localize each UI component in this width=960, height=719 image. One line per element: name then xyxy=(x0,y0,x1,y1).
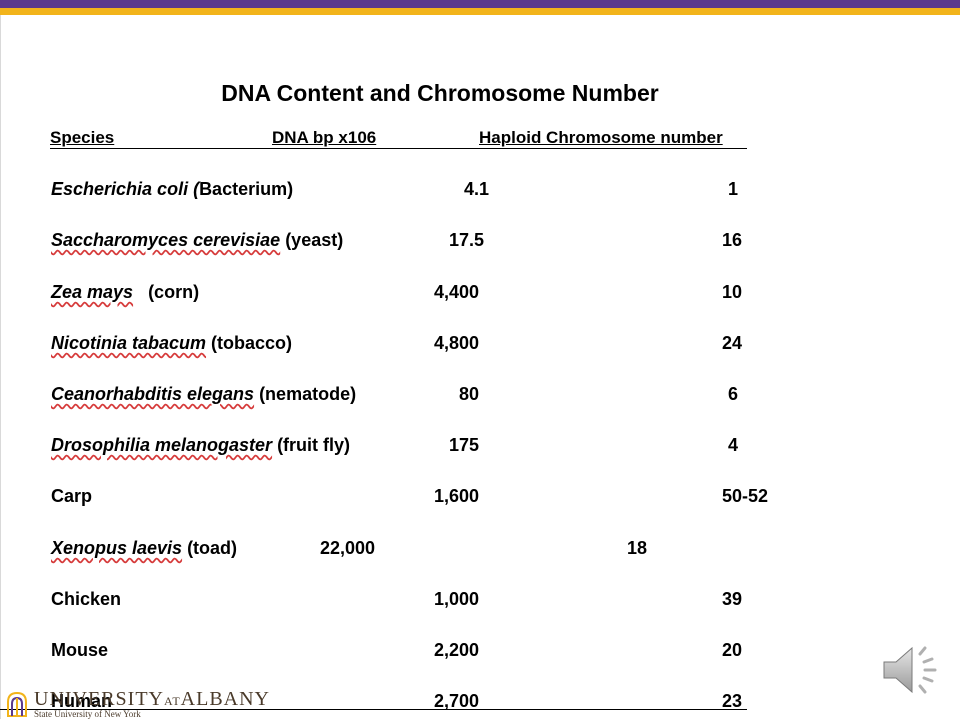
species-common: Carp xyxy=(51,486,93,506)
table-row: Drosophilia melanogaster (fruit fly) 175… xyxy=(0,435,960,461)
chromosome-cell: 1 xyxy=(728,179,739,199)
dna-cell: 4,400 xyxy=(434,282,480,302)
chromosome-cell: 20 xyxy=(722,640,743,660)
table-row: Human 2,700 23 xyxy=(0,691,960,717)
species-cell: Xenopus laevis (toad) xyxy=(51,538,237,559)
species-common: Bacterium) xyxy=(199,179,294,199)
university-subtitle: State University of New York xyxy=(34,709,141,719)
table-row: Chicken 1,000 39 xyxy=(0,589,960,615)
minerva-emblem-icon xyxy=(7,691,27,717)
species-cell: Saccharomyces cerevisiae (yeast) xyxy=(51,230,343,251)
top-gold-bar xyxy=(0,8,960,15)
species-common: (toad) xyxy=(182,538,238,558)
table-row: Carp 1,600 50-52 xyxy=(0,486,960,512)
species-latin: Xenopus laevis xyxy=(51,538,183,558)
species-latin: Zea mays xyxy=(51,282,134,302)
species-cell: Chicken xyxy=(51,589,121,610)
dna-cell: 17.5 xyxy=(449,230,485,250)
table-row: Mouse 2,200 20 xyxy=(0,640,960,666)
header-chromosomes: Haploid Chromosome number xyxy=(479,128,723,147)
dna-cell: 2,700 xyxy=(434,691,480,711)
species-cell: Ceanorhabditis elegans (nematode) xyxy=(51,384,356,405)
dna-cell: 4,800 xyxy=(434,333,480,353)
chromosome-cell: 50-52 xyxy=(722,486,769,506)
species-common: (corn) xyxy=(133,282,200,302)
species-cell: Nicotinia tabacum (tobacco) xyxy=(51,333,292,354)
species-cell: Drosophilia melanogaster (fruit fly) xyxy=(51,435,350,456)
species-cell: Escherichia coli (Bacterium) xyxy=(51,179,293,200)
university-logo: UNIVERSITYATALBANY State University of N… xyxy=(0,688,269,719)
species-common: Chicken xyxy=(51,589,122,609)
chromosome-cell: 16 xyxy=(722,230,743,250)
species-common: Human xyxy=(51,691,113,711)
species-latin: Drosophilia melanogaster xyxy=(51,435,273,455)
dna-cell: 1,000 xyxy=(434,589,480,609)
species-common: (fruit fly) xyxy=(272,435,351,455)
top-purple-bar xyxy=(0,0,960,8)
species-cell: Carp xyxy=(51,486,92,507)
table-row: Nicotinia tabacum (tobacco) 4,800 24 xyxy=(0,333,960,359)
species-latin: Escherichia coli ( xyxy=(51,179,200,199)
species-cell: Zea mays (corn) xyxy=(51,282,199,303)
table-row: Xenopus laevis (toad) 22,000 18 xyxy=(0,538,960,564)
header-dna: DNA bp x106 xyxy=(272,128,377,147)
header-underline xyxy=(50,148,747,149)
table-row: Escherichia coli (Bacterium) 4.1 1 xyxy=(0,179,960,205)
chromosome-cell: 4 xyxy=(728,435,739,455)
dna-cell: 80 xyxy=(459,384,480,404)
species-latin: Ceanorhabditis elegans xyxy=(51,384,255,404)
species-cell: Human xyxy=(51,691,112,712)
table-row: Ceanorhabditis elegans (nematode) 80 6 xyxy=(0,384,960,410)
header-species: Species xyxy=(50,128,115,147)
chromosome-cell: 23 xyxy=(722,691,743,711)
table-bottom-line xyxy=(0,709,747,710)
slide-title: DNA Content and Chromosome Number xyxy=(221,80,659,106)
university-name: UNIVERSITYATALBANY xyxy=(34,688,271,710)
species-common: (nematode) xyxy=(254,384,357,404)
chromosome-cell: 24 xyxy=(722,333,743,353)
table-row: Saccharomyces cerevisiae (yeast) 17.5 16 xyxy=(0,230,960,256)
slide-left-edge xyxy=(0,15,1,719)
species-common: (yeast) xyxy=(280,230,344,250)
species-cell: Mouse xyxy=(51,640,108,661)
chromosome-cell: 10 xyxy=(722,282,743,302)
chromosome-cell: 6 xyxy=(728,384,739,404)
species-common: (tobacco) xyxy=(206,333,293,353)
chromosome-cell: 18 xyxy=(627,538,648,558)
dna-cell: 4.1 xyxy=(464,179,490,199)
dna-cell: 22,000 xyxy=(320,538,376,558)
species-latin: Saccharomyces cerevisiae xyxy=(51,230,281,250)
dna-cell: 2,200 xyxy=(434,640,480,660)
species-common: Mouse xyxy=(51,640,109,660)
dna-cell: 175 xyxy=(449,435,480,455)
speaker-icon[interactable] xyxy=(880,640,944,700)
table-row: Zea mays (corn) 4,400 10 xyxy=(0,282,960,308)
chromosome-cell: 39 xyxy=(722,589,743,609)
dna-cell: 1,600 xyxy=(434,486,480,506)
species-latin: Nicotinia tabacum xyxy=(51,333,207,353)
